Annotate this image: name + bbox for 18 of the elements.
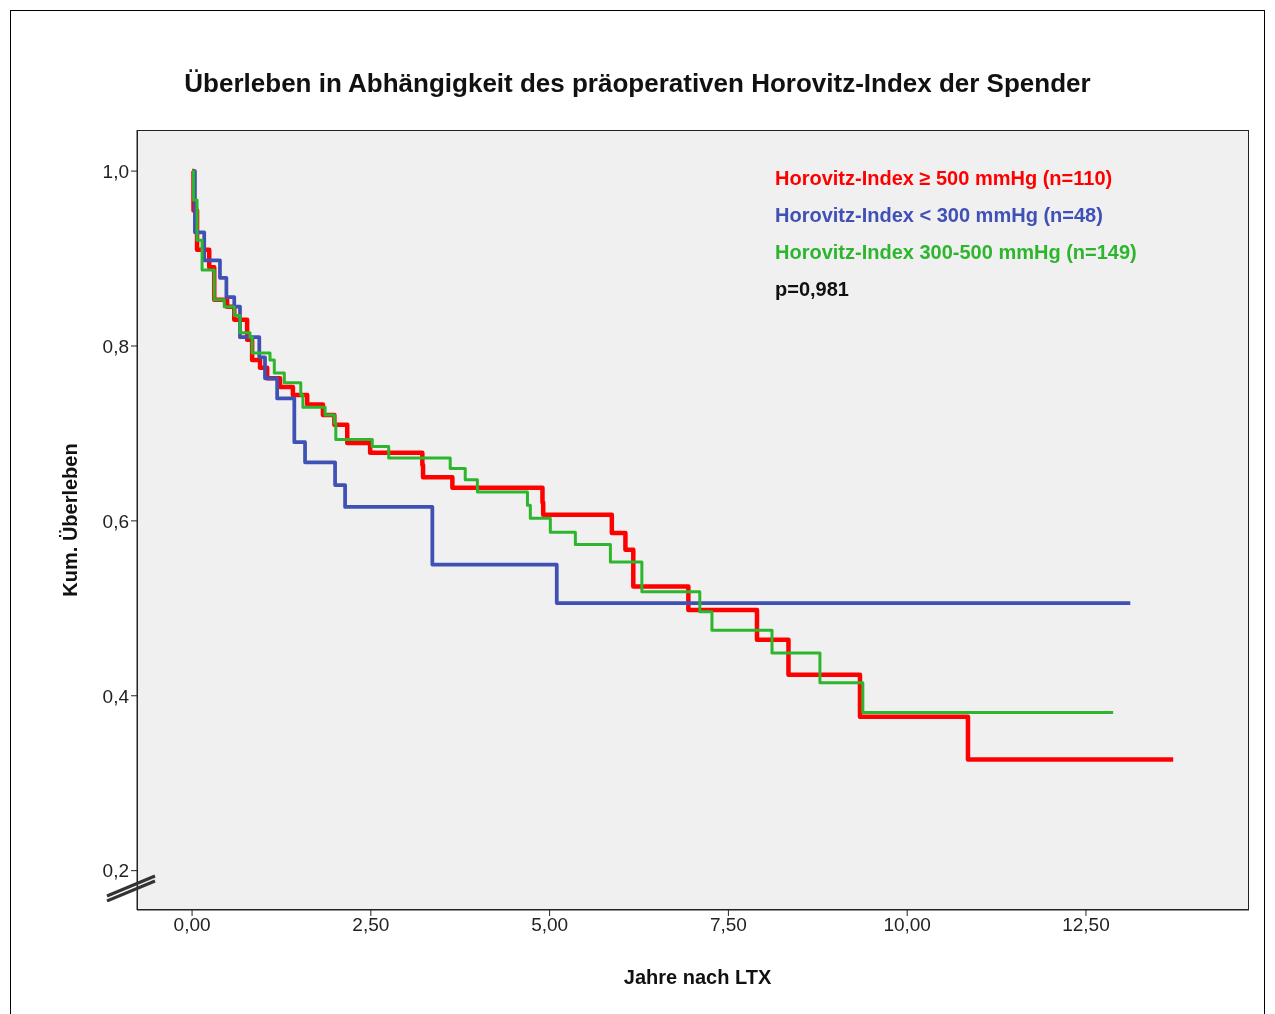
- y-tick-label: 0,6: [102, 510, 129, 532]
- annotation: p=0,981: [775, 277, 850, 302]
- text: Horovitz-Index < 300 mmHg (n=48): [775, 203, 1104, 228]
- text: Horovitz-Index 300-500 mmHg (n=149): [775, 240, 1137, 265]
- y-tick-label: 0,4: [102, 685, 130, 707]
- x-tick-label: 7,50: [709, 914, 747, 936]
- text: Horovitz-Index ≥ 500 mmHg (n=110): [775, 166, 1114, 191]
- y-tick-label: 0,8: [102, 335, 129, 357]
- x-axis-title: Jahre nach LTX: [622, 966, 773, 989]
- y-tick-label: 0,2: [102, 860, 129, 882]
- x-tick-label: 5,00: [531, 914, 569, 936]
- x-tick-label: 0,00: [173, 914, 211, 936]
- x-tick-label: 10,00: [883, 914, 931, 936]
- chart-title: Überleben in Abhängigkeit des präoperativen Horovitz-Index der Spender: [183, 68, 1092, 99]
- x-tick-label: 2,50: [352, 914, 390, 936]
- x-tick-label: 12,50: [1062, 914, 1110, 936]
- y-axis-title: Kum. Überleben: [58, 443, 82, 597]
- y-tick-label: 1,0: [102, 160, 129, 182]
